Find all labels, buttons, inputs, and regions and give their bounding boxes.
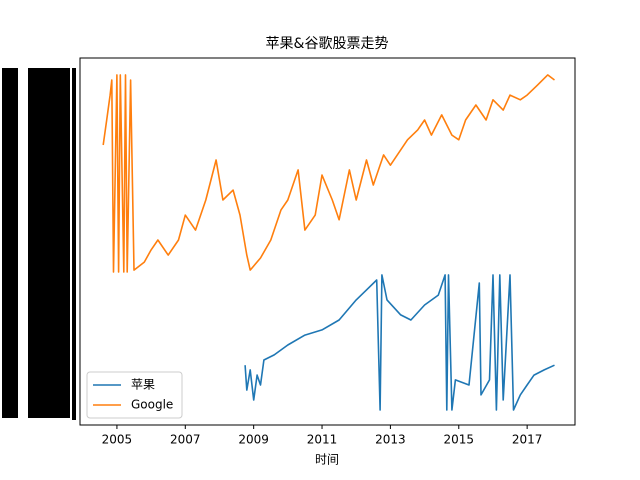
series-line xyxy=(244,274,555,411)
legend-box xyxy=(86,371,183,419)
chart-title: 苹果&谷歌股票走势 xyxy=(266,36,389,52)
x-tick-label: 2011 xyxy=(307,433,338,447)
x-tick-label: 2017 xyxy=(512,433,543,447)
x-tick-label: 2013 xyxy=(375,433,406,447)
series-line xyxy=(102,74,555,273)
x-tick-label: 2015 xyxy=(443,433,474,447)
y-tick-label-overlap xyxy=(2,68,76,420)
legend-label: 苹果 xyxy=(131,378,155,392)
x-tick-label: 2005 xyxy=(102,433,133,447)
x-tick-label: 2007 xyxy=(170,433,201,447)
x-axis-label: 时间 xyxy=(315,453,339,467)
plot-frame xyxy=(79,57,576,426)
x-tick-label: 2009 xyxy=(238,433,269,447)
legend-label: Google xyxy=(131,398,173,412)
